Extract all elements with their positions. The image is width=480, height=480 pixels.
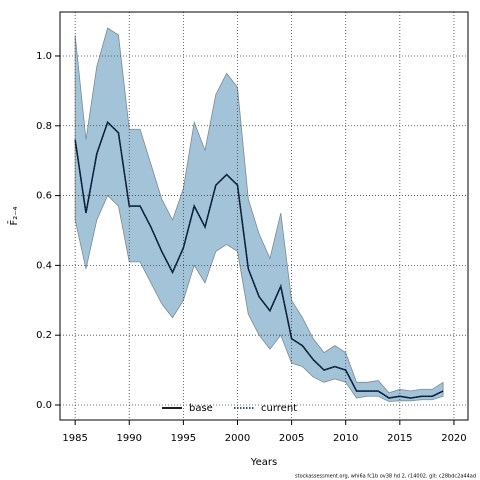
y-tick-label: 0.8 bbox=[36, 121, 52, 132]
y-tick-label: 1.0 bbox=[36, 51, 52, 62]
legend-label: base bbox=[189, 403, 213, 414]
x-tick-label: 2000 bbox=[225, 433, 250, 444]
x-tick-label: 2015 bbox=[387, 433, 412, 444]
x-tick-label: 2010 bbox=[333, 433, 358, 444]
line bbox=[74, 120, 444, 399]
y-tick-label: 0.6 bbox=[36, 191, 52, 202]
y-tick-label: 0.0 bbox=[36, 400, 52, 411]
x-tick-label: 1990 bbox=[117, 433, 142, 444]
y-axis-label: F̄₂₋₄ bbox=[7, 206, 20, 225]
x-tick-label: 2020 bbox=[441, 433, 466, 444]
confidence-band bbox=[74, 27, 444, 402]
plot-frame bbox=[59, 11, 469, 421]
y-tick-label: 0.2 bbox=[36, 330, 52, 341]
x-tick-label: 1995 bbox=[171, 433, 196, 444]
y-tick-label: 0.4 bbox=[36, 260, 52, 271]
footnote: stockassessment.org, whi6a fc1b ov38 hd … bbox=[295, 474, 476, 480]
x-axis-label: Years bbox=[250, 457, 277, 468]
x-tick-label: 2005 bbox=[279, 433, 304, 444]
x-tick-label: 1985 bbox=[62, 433, 87, 444]
legend-label: current bbox=[261, 403, 297, 414]
